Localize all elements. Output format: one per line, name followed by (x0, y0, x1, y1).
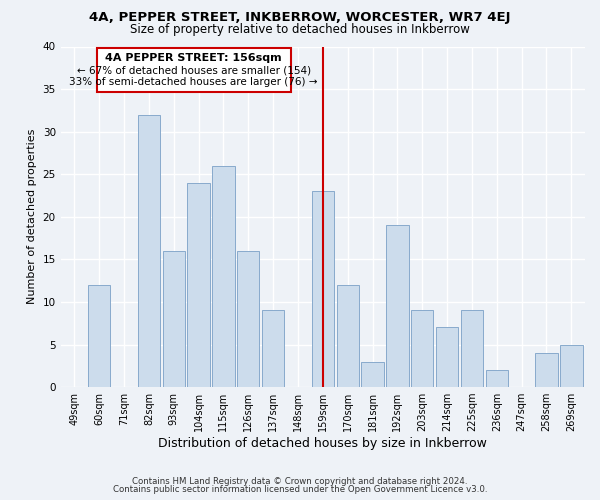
Bar (560, 344, 583, 387)
Bar (212, 166, 235, 387)
Bar (237, 251, 259, 387)
Bar (138, 114, 160, 387)
Text: ← 67% of detached houses are smaller (154): ← 67% of detached houses are smaller (15… (77, 66, 311, 76)
X-axis label: Distribution of detached houses by size in Inkberrow: Distribution of detached houses by size … (158, 437, 487, 450)
Bar (485, 370, 508, 387)
Text: Contains public sector information licensed under the Open Government Licence v3: Contains public sector information licen… (113, 485, 487, 494)
Y-axis label: Number of detached properties: Number of detached properties (27, 129, 37, 304)
Bar (461, 310, 483, 387)
Bar (187, 182, 210, 387)
Text: 4A PEPPER STREET: 156sqm: 4A PEPPER STREET: 156sqm (106, 54, 282, 64)
Bar (262, 310, 284, 387)
Bar (386, 226, 409, 387)
Bar (311, 191, 334, 387)
Bar (411, 310, 433, 387)
Text: 33% of semi-detached houses are larger (76) →: 33% of semi-detached houses are larger (… (70, 78, 318, 88)
Bar (163, 251, 185, 387)
Bar (88, 285, 110, 387)
FancyBboxPatch shape (97, 48, 290, 92)
Bar (361, 362, 384, 387)
Bar (436, 328, 458, 387)
Bar (535, 353, 557, 387)
Text: Size of property relative to detached houses in Inkberrow: Size of property relative to detached ho… (130, 22, 470, 36)
Text: 4A, PEPPER STREET, INKBERROW, WORCESTER, WR7 4EJ: 4A, PEPPER STREET, INKBERROW, WORCESTER,… (89, 12, 511, 24)
Text: Contains HM Land Registry data © Crown copyright and database right 2024.: Contains HM Land Registry data © Crown c… (132, 477, 468, 486)
Bar (337, 285, 359, 387)
